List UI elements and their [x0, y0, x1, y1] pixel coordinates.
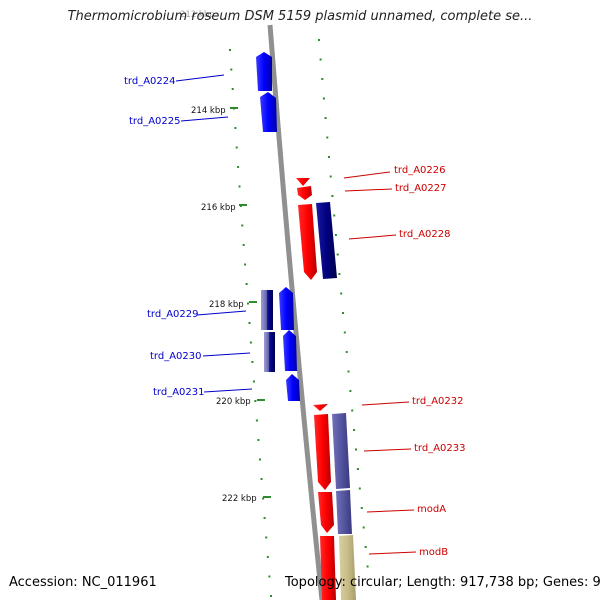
callout-trd-A0227	[344, 188, 393, 192]
gene-modB-khaki[interactable]	[339, 535, 356, 600]
callout-trd-A0228	[348, 234, 397, 240]
label-trd-A0226[interactable]: trd_A0226	[394, 165, 446, 176]
callout-trd-A0225	[180, 116, 229, 122]
callout-trd-A0231	[203, 388, 253, 393]
label-trd-A0228[interactable]: trd_A0228	[399, 229, 451, 240]
callout-trd-A0229	[196, 310, 247, 316]
gene-trd-A0231[interactable]	[286, 374, 300, 401]
gene-trd-A0230-navy[interactable]	[269, 332, 275, 372]
label-trd-A0231[interactable]: trd_A0231	[153, 387, 205, 398]
gene-trd-A0232[interactable]	[313, 404, 328, 411]
gene-trd-A0229-navy[interactable]	[267, 290, 273, 330]
right-tick-row	[318, 39, 369, 568]
gene-trd-A0225[interactable]	[260, 92, 277, 132]
gene-trd-A0230-lav[interactable]	[264, 332, 269, 372]
kbp-label-218: 218 kbp	[209, 300, 244, 310]
gene-trd-A0230-arrow[interactable]	[283, 330, 297, 371]
label-modA[interactable]: modA	[417, 504, 446, 515]
gene-trd-A0227[interactable]	[297, 186, 312, 200]
callout-trd-A0232	[361, 401, 410, 406]
forward-strand-genes	[256, 52, 300, 401]
map-title: Thermomicrobium roseum DSM 5159 plasmid …	[67, 9, 533, 24]
gene-trd-A0229-lav[interactable]	[261, 290, 267, 330]
gene-trd-A0228-red[interactable]	[298, 204, 317, 280]
callout-modB	[368, 551, 417, 555]
gene-labels: trd_A0224 trd_A0225 trd_A0229 trd_A0230 …	[124, 76, 466, 558]
label-trd-A0230[interactable]: trd_A0230	[150, 351, 202, 362]
callout-trd-A0224	[175, 74, 225, 82]
gene-trd-A0229-arrow[interactable]	[279, 287, 294, 330]
gene-trd-A0228-navy[interactable]	[316, 202, 337, 279]
kbp-label-220: 220 kbp	[216, 397, 251, 407]
label-trd-A0232[interactable]: trd_A0232	[412, 396, 464, 407]
callout-lines	[175, 74, 417, 555]
label-trd-A0227[interactable]: trd_A0227	[395, 183, 447, 194]
kbp-label-216: 216 kbp	[201, 203, 236, 213]
gene-trd-A0233-slate[interactable]	[332, 413, 350, 489]
accession-text: Accession: NC_011961	[9, 575, 157, 590]
label-trd-A0233[interactable]: trd_A0233	[414, 443, 466, 454]
kbp-label-222: 222 kbp	[222, 494, 257, 504]
label-trd-A0224[interactable]: trd_A0224	[124, 76, 176, 87]
gene-modA-red[interactable]	[318, 492, 334, 533]
label-trd-A0225[interactable]: trd_A0225	[129, 116, 181, 127]
gene-modA-slate[interactable]	[336, 490, 352, 534]
genome-backbone	[267, 24, 325, 600]
callout-trd-A0230	[202, 352, 251, 357]
gene-modB-red[interactable]	[320, 536, 336, 600]
reverse-strand-genes	[296, 178, 356, 600]
topology-summary: Topology: circular; Length: 917,738 bp; …	[285, 575, 600, 590]
gene-trd-A0233-red[interactable]	[314, 414, 331, 490]
kbp-scale: 212 kbp 214 kbp 216 kbp 218 kbp 220 kbp …	[180, 10, 271, 504]
kbp-label-214: 214 kbp	[191, 106, 226, 116]
gene-trd-A0224[interactable]	[256, 52, 272, 91]
label-modB[interactable]: modB	[419, 547, 448, 558]
kbp-label-212: 212 kbp	[180, 10, 215, 20]
callout-trd-A0233	[363, 448, 412, 452]
callout-modA	[366, 509, 415, 513]
gene-trd-A0226[interactable]	[296, 178, 310, 186]
callout-trd-A0226	[343, 171, 391, 179]
label-trd-A0229[interactable]: trd_A0229	[147, 309, 199, 320]
